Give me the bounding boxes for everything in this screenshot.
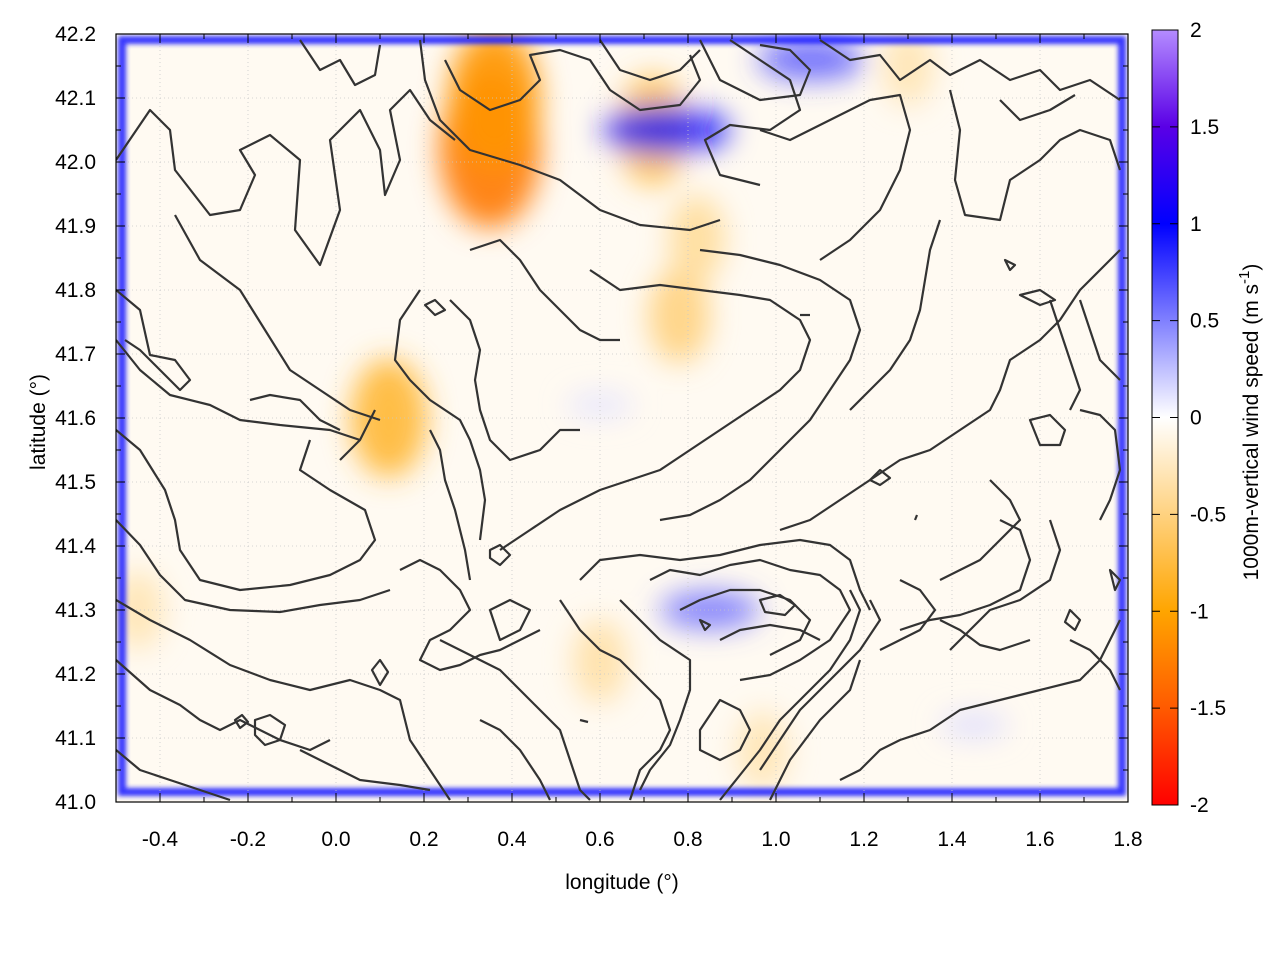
boundary-frame: [118, 36, 1126, 796]
y-tick-label: 41.9: [55, 215, 96, 238]
downdraft-region: [116, 570, 164, 650]
colorbar-tick-label: 1: [1190, 213, 1202, 236]
x-axis-label: longitude (°): [565, 871, 678, 894]
y-axis-label: latitude (°): [27, 374, 50, 470]
y-tick-label: 42.1: [55, 87, 96, 110]
y-tick-label: 41.5: [55, 471, 96, 494]
x-tick-label: 0.2: [409, 828, 438, 851]
y-tick-label: 41.3: [55, 599, 96, 622]
colorbar-tick-label: -1.5: [1190, 697, 1226, 720]
x-tick-label: 1.0: [761, 828, 790, 851]
x-tick-label: 1.2: [849, 828, 878, 851]
colorbar-tick-label: -2: [1190, 794, 1209, 817]
y-tick-label: 41.6: [55, 407, 96, 430]
x-tick-label: 1.4: [937, 828, 967, 851]
y-tick-label: 42.0: [55, 151, 96, 174]
y-tick-label: 41.2: [55, 663, 96, 686]
downdraft-region: [448, 34, 541, 170]
downdraft-region: [668, 195, 725, 283]
x-tick-label: 0.0: [321, 828, 350, 851]
grid: [116, 34, 1128, 802]
y-axis: 41.0 41.1 41.2 41.3 41.4 41.5 41.6 41.7 41.8 41.9…: [55, 23, 1128, 814]
updraft-region: [660, 591, 760, 629]
y-tick-label: 41.1: [55, 727, 96, 750]
x-tick-label: 0.4: [497, 828, 527, 851]
x-tick-label: -0.2: [230, 828, 266, 851]
colorbar: -2 -1.5 -1 -0.5 0 0.5 1 1.5 2 1000m-vertical win…: [1151, 19, 1263, 817]
y-tick-label: 42.2: [55, 23, 96, 46]
downdraft-region: [648, 268, 710, 364]
downdraft-region: [882, 34, 934, 106]
x-tick-label: 0.6: [585, 828, 614, 851]
downdraft-region: [573, 619, 627, 703]
y-tick-label: 41.7: [55, 343, 96, 366]
colorbar-tick-label: 0: [1190, 407, 1202, 430]
updraft-region: [939, 712, 1009, 738]
heatmap-field: [116, 34, 1128, 802]
updraft-region: [566, 392, 634, 418]
colorbar-tick-label: 0.5: [1190, 310, 1219, 333]
x-axis: -0.4 -0.2 0.0 0.2 0.4 0.6 0.8 1.0 1.2 1.4 1.6 1.8: [115, 34, 1143, 851]
colorbar-tick-label: -0.5: [1190, 503, 1226, 526]
contour-lines: [116, 39, 1122, 802]
x-tick-label: 1.6: [1025, 828, 1054, 851]
y-tick-label: 41.4: [55, 535, 96, 558]
x-tick-label: -0.4: [142, 828, 179, 851]
colorbar-tick-label: -1: [1190, 600, 1209, 623]
y-tick-label: 41.8: [55, 279, 96, 302]
colorbar-tick-label: 2: [1190, 19, 1202, 42]
updraft-region: [602, 106, 730, 154]
x-tick-label: 1.8: [1113, 828, 1142, 851]
y-tick-label: 41.0: [55, 791, 96, 814]
colorbar-label: 1000m-vertical wind speed (m s-1): [1236, 264, 1263, 581]
colorbar-tick-label: 1.5: [1190, 116, 1219, 139]
x-tick-label: 0.8: [673, 828, 702, 851]
